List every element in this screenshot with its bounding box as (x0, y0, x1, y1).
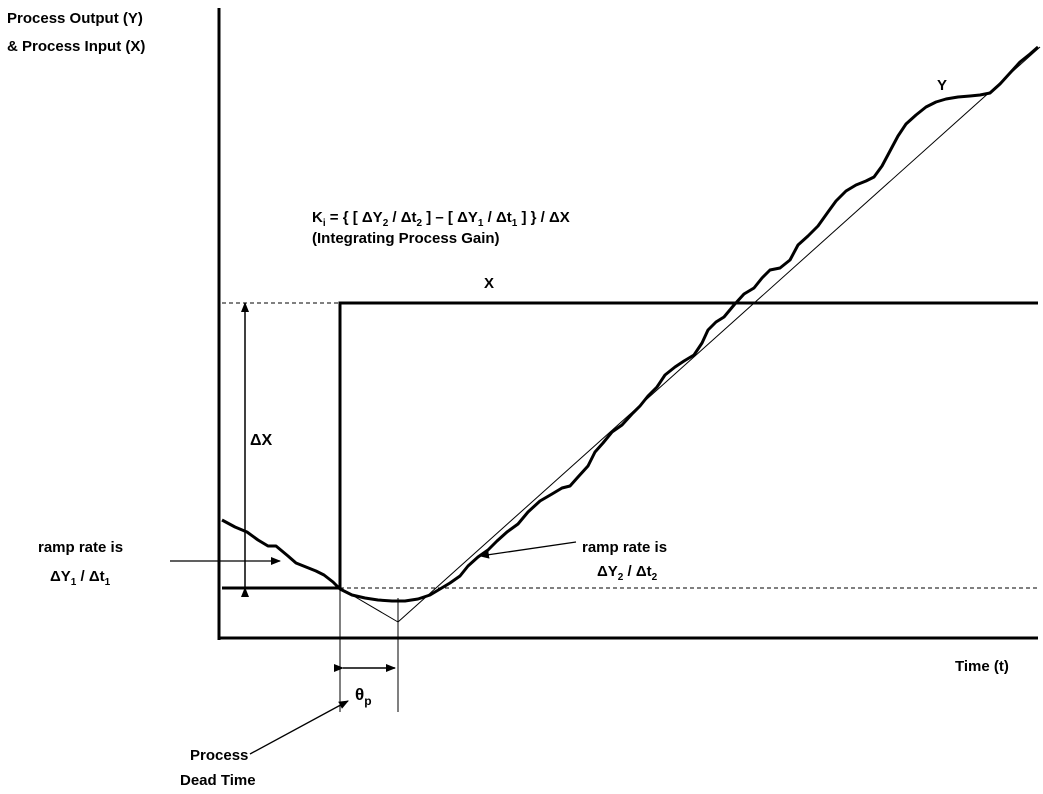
ramp-rate-2-line1: ramp rate is (582, 539, 667, 556)
output-y-curve (221, 45, 1039, 603)
dead-time-label-line2: Dead Time (180, 772, 256, 789)
formula-part4: / Δt (483, 209, 511, 226)
ramp-rate-2-line2: ΔY2 / Δt2 (597, 563, 658, 583)
formula-part3: ] – [ ΔY (422, 209, 478, 226)
theta-sub: p (364, 694, 371, 708)
gain-formula: Ki = { [ ΔY2 / Δt2 ] – [ ΔY1 / Δt1 ] } /… (312, 209, 570, 229)
ramp-rate-2-arrow (479, 541, 577, 559)
ramp2-dy: ΔY (597, 563, 618, 580)
ramp1-mid: / Δt (76, 568, 104, 585)
formula-k: K (312, 209, 323, 226)
ramp1-dy-sub: 1 (71, 577, 77, 588)
x-signal-label: X (484, 275, 494, 292)
formula-caption: (Integrating Process Gain) (312, 230, 500, 247)
formula-k-sub: i (323, 218, 326, 229)
x-axis-label: Time (t) (955, 658, 1009, 675)
formula-part5: ] } / ΔX (517, 209, 569, 226)
formula-sub4: 1 (512, 218, 518, 229)
ramp1-dt-sub: 1 (105, 577, 111, 588)
formula-part2: / Δt (388, 209, 416, 226)
ramp-rate-1-line1: ramp rate is (38, 539, 123, 556)
tangent-line-2 (397, 46, 1041, 623)
y-axis-label-line1: Process Output (Y) (7, 10, 143, 27)
formula-sub3: 1 (478, 218, 484, 229)
y-signal-label: Y (937, 77, 947, 94)
y-axis-label-line2: & Process Input (X) (7, 38, 145, 55)
theta-symbol: θ (355, 685, 364, 704)
delta-x-label: ΔX (250, 432, 273, 449)
formula-sub1: 2 (383, 218, 389, 229)
formula-sub2: 2 (417, 218, 423, 229)
ramp2-dt-sub: 2 (652, 572, 658, 583)
ramp2-mid: / Δt (623, 563, 651, 580)
ramp1-dy: ΔY (50, 568, 71, 585)
dead-time-symbol: θp (355, 685, 372, 708)
dead-time-label-line1: Process (190, 747, 248, 764)
formula-part1: = { [ ΔY (326, 209, 383, 226)
ramp2-dy-sub: 2 (618, 572, 624, 583)
dead-time-label-arrow (249, 700, 349, 755)
input-x-step (222, 301, 1038, 590)
ramp-rate-1-line2: ΔY1 / Δt1 (50, 568, 111, 588)
